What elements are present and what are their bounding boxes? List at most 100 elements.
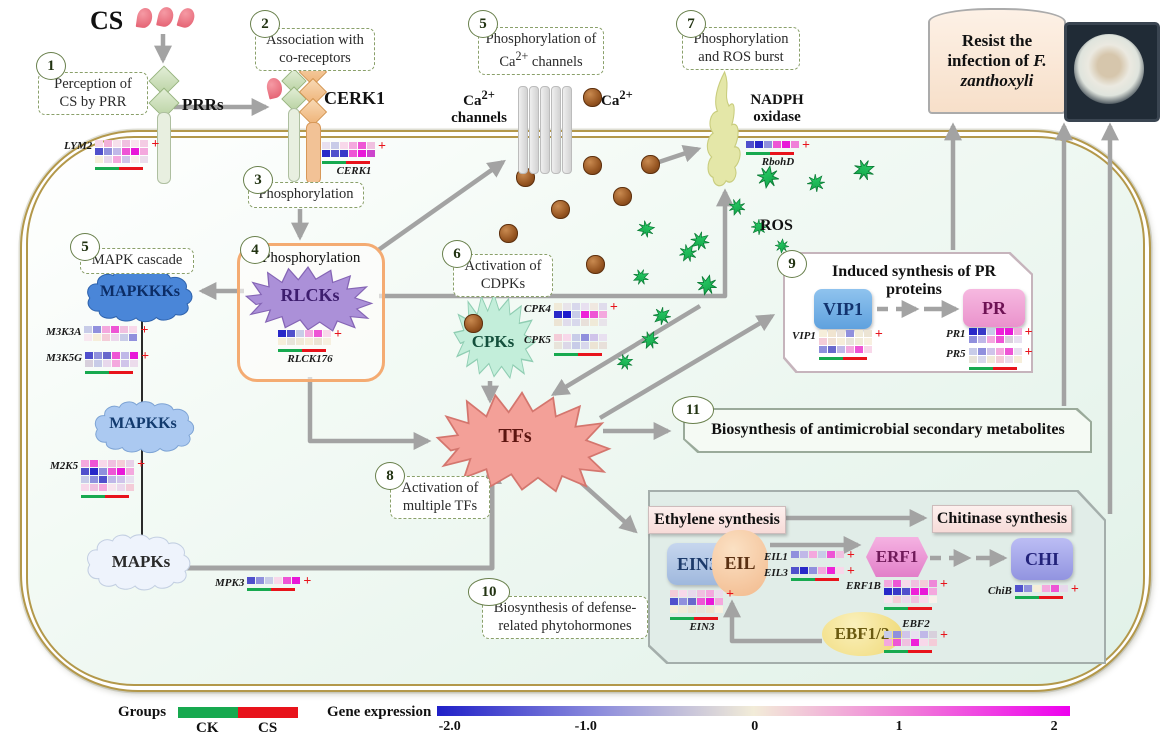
eil-node: EIL: [712, 530, 768, 596]
group-bar: [85, 370, 138, 374]
gene-heatmap-eil3: EIL3 +: [764, 564, 855, 581]
step-10-badge: 10: [468, 578, 510, 606]
step-11-badge: 11: [672, 396, 714, 424]
gene-label: VIP1: [792, 330, 816, 342]
gene-label: EIN3: [689, 621, 715, 633]
gene-label: EBF2: [902, 618, 930, 630]
pr-panel-title: Induced synthesis of PR proteins: [831, 263, 997, 299]
tfs-label: TFs: [498, 425, 532, 447]
mapkks-label: MAPKKs: [109, 415, 177, 432]
calcium-ion-label: Ca2+: [601, 88, 633, 109]
heatmap-grid: [95, 140, 149, 170]
heatmap-grid: [322, 142, 375, 164]
upregulated-marker: +: [609, 300, 618, 315]
ck-label: CK: [196, 720, 219, 736]
vip1-node: VIP1: [814, 289, 872, 329]
chitosan-icon: [135, 7, 154, 29]
step-1-badge: 1: [36, 52, 66, 80]
gene-label: PR1: [946, 328, 966, 340]
heatmap-grid: [790, 567, 844, 581]
group-bar: [95, 166, 148, 170]
ck-color-swatch: [178, 707, 238, 718]
chitinase-synthesis-box: Chitinase synthesis: [932, 505, 1072, 533]
cerk1-stem-orange: [306, 122, 321, 184]
upregulated-marker: +: [846, 564, 855, 579]
heatmap-grid: [746, 141, 799, 155]
step-1-box: Perception of CS by PRR: [38, 72, 148, 116]
step-7-box: Phosphorylation and ROS burst: [682, 27, 800, 71]
step-9-badge: 9: [777, 250, 807, 278]
step-8-box: Activation of multiple TFs: [390, 476, 490, 520]
gene-label: RbohD: [761, 156, 795, 168]
calcium-channel: [518, 86, 573, 179]
tick-label: 0: [751, 719, 759, 734]
calcium-ion-icon: [586, 255, 605, 274]
step-3-badge: 3: [243, 166, 273, 194]
upregulated-marker: +: [140, 323, 149, 338]
upregulated-marker: +: [726, 587, 734, 602]
gene-heatmap-vip1: VIP1 +: [792, 327, 883, 360]
gene-heatmap-cerk1: + CERK1: [322, 139, 386, 177]
ros-label: ROS: [760, 217, 793, 234]
step-8-badge: 8: [375, 462, 405, 490]
gene-heatmap-eil1: EIL1 +: [764, 548, 855, 564]
calcium-ion-icon: [613, 187, 632, 206]
gene-label: ERF1B: [846, 580, 881, 592]
mapkkks-label: MAPKKKs: [100, 283, 180, 300]
step-4-label: Phosphorylation: [262, 250, 361, 266]
gene-label: MPK3: [215, 577, 245, 589]
gene-heatmap-ebf2: EBF2 +: [884, 618, 948, 653]
group-bar: [746, 151, 799, 155]
cerk1-stem-green: [288, 108, 300, 182]
heatmap-grid: [790, 551, 844, 558]
chi-node: CHI: [1011, 538, 1073, 580]
group-bar: [883, 606, 937, 610]
upregulated-marker: +: [939, 577, 948, 592]
upregulated-marker: +: [334, 327, 342, 342]
gene-label: M2K5: [50, 460, 79, 472]
gene-label: CERK1: [336, 165, 372, 177]
gene-heatmap-pr5: PR5 +: [946, 346, 1033, 370]
heatmap-grid: [81, 460, 135, 498]
metabolites-banner-label: Biosynthesis of antimicrobial secondary …: [711, 421, 1065, 438]
resistance-banner: Resist the infection of F. zanthoxyli: [928, 8, 1066, 114]
heatmap-grid: [883, 580, 937, 610]
calcium-ion-icon: [583, 156, 602, 175]
cs-label: CS: [90, 6, 124, 35]
gene-heatmap-cpk4: CPK4 +: [524, 300, 618, 326]
gene-label: LYM2: [64, 140, 93, 152]
gene-heatmap-erf1b: ERF1B +: [846, 577, 948, 610]
group-bar: [322, 160, 375, 164]
step-2-badge: 2: [250, 10, 280, 38]
cerk1-label: CERK1: [324, 88, 386, 108]
upregulated-marker: +: [802, 138, 810, 153]
upregulated-marker: +: [846, 548, 855, 563]
ethylene-synthesis-box: Ethylene synthesis: [648, 506, 786, 534]
step-2-box: Association with co-receptors: [255, 28, 375, 72]
gene-label: EIL3: [764, 567, 788, 579]
groups-legend-label: Groups: [118, 704, 167, 720]
upregulated-marker: +: [303, 574, 312, 589]
cs-label-legend: CS: [258, 720, 278, 736]
upregulated-marker: +: [1070, 582, 1079, 597]
chitosan-icon: [176, 6, 197, 30]
prrs-label: PRRs: [182, 95, 224, 114]
heatmap-grid: [1014, 585, 1068, 599]
erf1-node: ERF1: [866, 537, 928, 577]
pr-node: PR: [963, 289, 1025, 327]
upregulated-marker: +: [378, 139, 386, 154]
gene-label: M3K3A: [46, 326, 82, 338]
ebf12-node: EBF1/2: [822, 612, 902, 656]
gene-heatmap-pr1: PR1 +: [946, 326, 1033, 343]
heatmap-grid: [278, 330, 331, 352]
gene-heatmap-chib: ChiB +: [988, 582, 1079, 599]
calcium-ion-icon: [641, 155, 660, 174]
heatmap-grid: [84, 326, 138, 341]
calcium-channels-label: Ca2+ channels: [451, 88, 507, 127]
heatmap-grid: [968, 348, 1022, 370]
nadph-oxidase-label: NADPH oxidase: [750, 92, 804, 126]
group-bar: [247, 587, 300, 591]
step-6-badge: 6: [442, 240, 472, 268]
upregulated-marker: +: [874, 327, 883, 342]
